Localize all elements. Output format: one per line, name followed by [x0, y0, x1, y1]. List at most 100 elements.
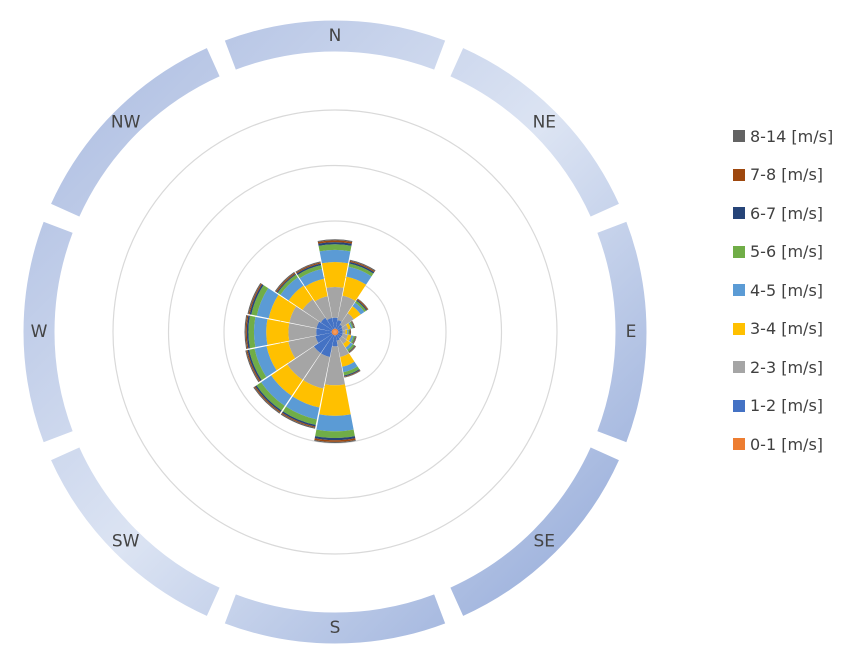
legend-item: 0-1 [m/s]: [733, 429, 851, 459]
bar-w-band-0: [331, 331, 335, 333]
bar-wsw-band-1: [315, 332, 333, 343]
bar-wnw-band-2: [289, 306, 320, 329]
bar-e-band-1: [338, 330, 343, 334]
legend-swatch: [733, 245, 745, 258]
bar-ne-band-0: [335, 329, 338, 332]
bar-e-band-6: [349, 329, 350, 335]
bar-sse-band-4: [342, 361, 358, 373]
bar-wsw-band-4: [254, 346, 277, 378]
bar-sw-band-4: [261, 375, 292, 406]
direction-label-ne: NE: [533, 113, 556, 133]
bar-s-band-1: [332, 335, 338, 347]
bar-ssw-band-8: [280, 413, 316, 429]
bar-sse-band-0: [335, 332, 337, 336]
bar-sw-band-3: [271, 364, 303, 396]
bar-ne-band-3: [347, 306, 361, 320]
bar-sse-band-8: [344, 370, 361, 378]
direction-label-sw: SW: [112, 531, 140, 551]
bar-nne-band-7: [349, 260, 375, 273]
bar-nnw-band-1: [327, 317, 335, 330]
bar-se-band-5: [347, 344, 355, 352]
bar-s-band-2: [325, 346, 345, 386]
bar-se-band-8: [349, 346, 357, 354]
bar-wsw-band-7: [246, 350, 261, 382]
bar-e-band-5: [348, 329, 350, 335]
bar-w-band-7: [245, 315, 249, 349]
bar-ene-band-0: [335, 330, 339, 332]
bar-wsw-band-5: [249, 348, 267, 381]
legend-label: 2-3 [m/s]: [750, 357, 824, 377]
bar-ssw-band-4: [285, 396, 320, 420]
bar-se-band-4: [345, 342, 353, 350]
legend-label: 4-5 [m/s]: [750, 280, 824, 300]
bar-nnw-band-3: [305, 278, 328, 302]
bar-nnw-band-2: [314, 296, 333, 320]
bar-e-band-0: [335, 331, 339, 333]
bar-ssw-band-5: [282, 406, 317, 425]
bar-nnw-band-8: [295, 261, 321, 273]
legend-swatch: [733, 361, 745, 373]
bar-s-band-0: [334, 332, 336, 336]
ring-segment-nw: [49, 46, 221, 218]
bar-n-band-6: [318, 242, 352, 246]
bar-ne-band-8: [357, 298, 369, 310]
bar-sse-band-7: [344, 370, 361, 378]
legend-item: 3-4 [m/s]: [733, 314, 851, 344]
grid-ring-4: [112, 109, 558, 555]
bar-ene-band-6: [350, 321, 355, 329]
ring-segment-sw: [49, 446, 221, 618]
ring-segment-w: [22, 220, 74, 444]
bar-n-band-4: [319, 249, 351, 264]
bar-n-band-3: [321, 262, 349, 288]
bar-nne-band-8: [349, 259, 376, 272]
ring-segment-n: [223, 19, 447, 71]
bar-nnw-band-6: [296, 263, 322, 275]
bar-sse-band-6: [344, 369, 360, 377]
bar-se-band-2: [339, 336, 347, 344]
direction-labels: N NE E SE S SW W NW: [31, 26, 637, 638]
bar-ene-band-1: [337, 327, 343, 332]
legend-label: 0-1 [m/s]: [750, 434, 824, 454]
bar-wnw-band-3: [268, 294, 297, 323]
bar-sw-band-0: [332, 332, 335, 335]
bar-sw-band-5: [256, 382, 285, 411]
bar-ese-band-5: [350, 335, 356, 344]
bar-w-band-3: [266, 319, 290, 345]
bar-w-band-8: [244, 315, 248, 349]
bar-nw-band-2: [302, 299, 326, 323]
bar-nw-band-8: [274, 271, 295, 292]
grid-ring-3: [167, 164, 503, 500]
bar-n-band-1: [332, 317, 338, 329]
bar-wnw-band-1: [316, 321, 333, 332]
ring-segment-s: [223, 593, 447, 645]
ring-segment-ne: [449, 46, 621, 218]
wind-bars: [244, 239, 376, 444]
bar-wnw-band-5: [251, 285, 269, 316]
bar-ene-band-7: [351, 321, 355, 329]
legend-item: 4-5 [m/s]: [733, 275, 851, 305]
bar-sw-band-8: [253, 386, 281, 414]
bar-e-band-7: [349, 329, 351, 335]
legend-swatch: [733, 284, 745, 296]
bar-ene-band-3: [346, 323, 351, 330]
bar-nw-band-1: [320, 317, 334, 331]
bar-ese-band-1: [337, 332, 343, 337]
bar-ene-band-4: [348, 322, 353, 329]
legend-label: 7-8 [m/s]: [750, 165, 824, 184]
bar-ssw-band-0: [333, 332, 335, 336]
bar-s-band-6: [314, 436, 356, 441]
bar-w-band-4: [253, 316, 268, 348]
legend-label: 5-6 [m/s]: [750, 242, 824, 261]
legend-swatch: [733, 322, 745, 335]
bar-nne-band-4: [346, 266, 372, 285]
bar-wnw-band-0: [331, 330, 335, 332]
bar-ese-band-2: [341, 333, 349, 340]
bar-ne-band-4: [352, 302, 365, 315]
bar-wsw-band-2: [288, 336, 319, 359]
bar-w-band-6: [246, 315, 250, 349]
direction-label-e: E: [626, 322, 637, 342]
legend-swatch: [733, 438, 745, 450]
bar-wsw-band-3: [266, 341, 296, 371]
legend-label: 3-4 [m/s]: [750, 319, 824, 338]
